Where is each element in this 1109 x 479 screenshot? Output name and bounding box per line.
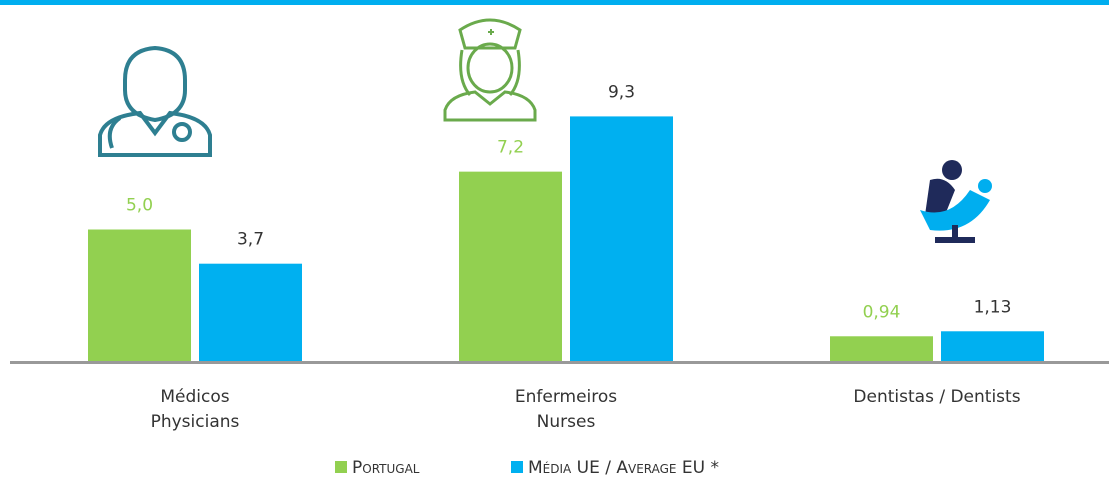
legend-label: Média UE / Average EU * — [528, 458, 719, 478]
legend-swatch — [335, 461, 347, 473]
x-tick-label: Physicians — [151, 412, 240, 432]
bar — [941, 331, 1044, 361]
data-label: 0,94 — [863, 302, 901, 322]
legend-swatch — [511, 461, 523, 473]
bar — [88, 229, 191, 361]
data-label: 3,7 — [237, 230, 264, 250]
bar — [570, 116, 673, 361]
top-band — [0, 0, 1109, 5]
bar — [830, 336, 933, 361]
bar — [459, 171, 562, 361]
doctor-icon — [98, 45, 212, 157]
data-label: 9,3 — [608, 82, 635, 102]
nurse-icon — [443, 18, 537, 122]
legend-label: Portugal — [352, 458, 420, 478]
data-label: 7,2 — [497, 138, 524, 158]
dentist-icon — [920, 160, 992, 243]
x-tick-label: Nurses — [537, 412, 596, 432]
bar — [199, 263, 302, 361]
data-label: 1,13 — [974, 297, 1012, 317]
x-tick-label: Médicos — [160, 387, 229, 407]
data-label: 5,0 — [126, 196, 153, 216]
x-tick-label: Enfermeiros — [515, 387, 617, 407]
x-tick-label: Dentistas / Dentists — [853, 387, 1020, 407]
